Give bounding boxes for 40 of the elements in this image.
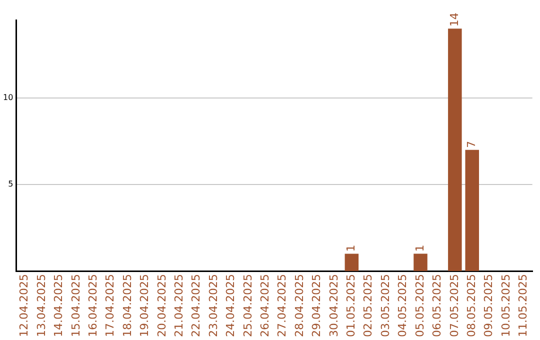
data-label: 14 [448,12,461,27]
x-tick-label: 05.05.2025 [413,274,426,338]
x-tick-label: 18.04.2025 [120,274,134,338]
x-tick-label: 02.05.2025 [362,274,375,338]
x-tick-label: 20.04.2025 [155,274,168,338]
x-tick-label: 01.05.2025 [344,274,358,338]
x-tick-label: 03.05.2025 [378,274,392,338]
x-tick-label: 08.05.2025 [464,274,478,338]
y-tick-label: 10 [2,92,14,102]
x-tick-label: 21.04.2025 [172,274,186,338]
x-tick-label: 07.05.2025 [448,274,461,338]
x-tick-label: 15.04.2025 [69,274,82,338]
x-tick-label: 17.04.2025 [104,274,117,338]
x-tick-label: 29.04.2025 [310,274,324,338]
bar [448,28,462,272]
x-tick-label: 30.04.2025 [327,274,340,338]
x-tick-label: 19.04.2025 [138,274,152,338]
x-tick-label: 11.05.2025 [516,274,530,338]
x-tick-label: 10.05.2025 [499,274,512,338]
x-tick-label: 06.05.2025 [430,274,444,338]
data-label: 7 [464,140,478,148]
x-tick-label: 26.04.2025 [258,274,272,338]
x-tick-label: 09.05.2025 [482,274,496,338]
x-tick-label: 25.04.2025 [241,274,254,338]
x-tick-label: 28.04.2025 [292,274,306,338]
data-label: 1 [413,244,426,252]
x-tick-label: 04.05.2025 [396,274,410,338]
bar [414,254,428,272]
data-label: 1 [344,244,358,252]
x-tick-label: 24.04.2025 [224,274,238,338]
bar [344,254,359,272]
bar [465,150,479,272]
x-tick-label: 13.04.2025 [34,274,48,338]
x-tick-label: 22.04.2025 [190,274,203,338]
y-tick-label: 5 [8,180,14,189]
x-tick-label: 16.04.2025 [86,274,100,338]
x-tick-label: 27.04.2025 [276,274,289,338]
x-tick-label: 14.04.2025 [52,274,66,338]
x-tick-label: 23.04.2025 [206,274,220,338]
x-tick-label: 12.04.2025 [18,274,31,338]
